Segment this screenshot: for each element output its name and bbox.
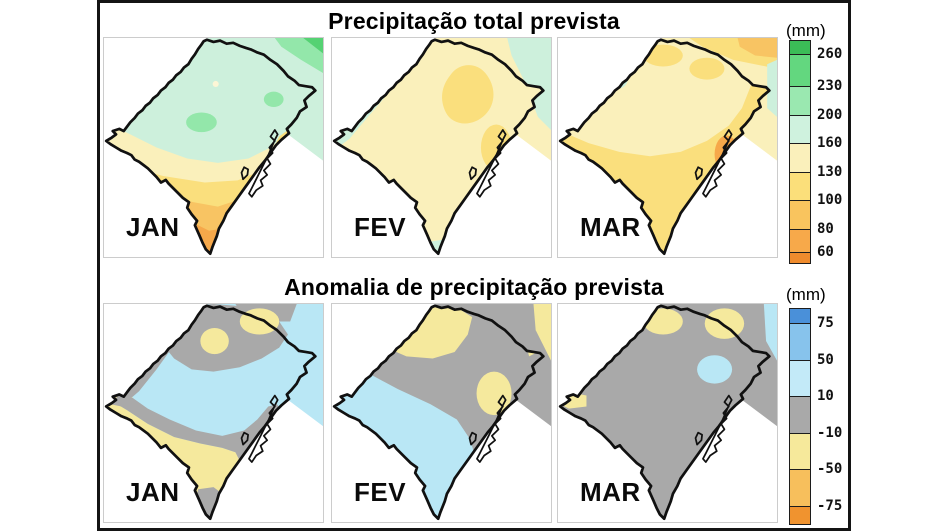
state-outline — [558, 38, 771, 256]
map-fill-region — [212, 80, 219, 88]
colorbar-anomaly: 75 50 10 -10 -50 -75 — [789, 308, 859, 525]
map-fill-region — [117, 397, 282, 466]
lagoa-mirim-outline — [240, 431, 249, 446]
lagoa-mirim-outline — [694, 166, 703, 181]
colorbar-tick-label: 260 — [817, 46, 843, 62]
month-label: FEV — [354, 212, 407, 242]
map-fill-region — [763, 304, 777, 361]
section-title-total: Precipitação total prevista — [328, 8, 620, 34]
colorbar-segment — [790, 200, 810, 229]
map-fill-region — [274, 38, 323, 74]
lagoa-mirim-outline — [240, 166, 249, 181]
lagoa-mirim-outline — [694, 431, 703, 446]
state-outline — [332, 38, 545, 256]
state-outline — [104, 304, 317, 521]
month-label: JAN — [126, 477, 180, 507]
rio-grande-do-sul-map — [104, 38, 323, 256]
map-panel-total-fev: FEV — [331, 37, 552, 258]
colorbar-tick-label: 50 — [817, 352, 834, 368]
map-fill-region — [442, 65, 494, 124]
map-fill-region — [697, 355, 733, 384]
month-label: MAR — [580, 212, 641, 242]
colorbar-segment — [790, 309, 810, 323]
lagoa-mirim-outline — [468, 166, 477, 181]
lagoa-mirim-outline — [468, 431, 477, 446]
colorbar-tick-label: 60 — [817, 244, 834, 260]
colorbar-scale — [789, 40, 811, 264]
colorbar-tick-label: 80 — [817, 221, 834, 237]
colorbar-tick-label: 75 — [817, 315, 834, 331]
map-fill-region — [507, 38, 551, 130]
colorbar-segment — [790, 143, 810, 172]
colorbar-segment — [790, 469, 810, 506]
rio-grande-do-sul-map — [104, 304, 323, 521]
colorbar-scale — [789, 308, 811, 525]
state-outline — [104, 38, 317, 256]
rio-grande-do-sul-map — [558, 38, 777, 256]
colorbar-segment — [790, 172, 810, 200]
map-fill-region — [533, 304, 551, 361]
colorbar-segment — [790, 396, 810, 433]
map-fill-region — [689, 57, 725, 80]
month-label: JAN — [126, 212, 180, 242]
colorbar-total: 260 230 200 160 130 100 80 60 — [789, 40, 859, 264]
colorbar-tick-label: -50 — [817, 461, 843, 477]
map-panel-total-mar: MAR — [557, 37, 778, 258]
colorbar-tick-label: 10 — [817, 388, 834, 404]
map-fill-region — [724, 421, 734, 435]
colorbar-segment — [790, 115, 810, 143]
map-panel-anomaly-fev: FEV — [331, 303, 552, 523]
colorbar-segment — [790, 54, 810, 86]
section-title-anomaly: Anomalia de precipitação prevista — [284, 274, 664, 300]
month-label: MAR — [580, 477, 641, 507]
colorbar-tick-label: -10 — [817, 425, 843, 441]
map-fill-region — [303, 38, 323, 54]
rio-grande-do-sul-map — [558, 304, 777, 521]
colorbar-segment — [790, 360, 810, 396]
colorbar-unit-label: (mm) — [786, 285, 826, 304]
rio-grande-do-sul-map — [332, 304, 551, 521]
colorbar-tick-label: 230 — [817, 78, 843, 94]
colorbar-segment — [790, 41, 810, 54]
colorbar-segment — [790, 86, 810, 115]
map-panel-anomaly-mar: MAR — [557, 303, 778, 523]
figure-frame: Precipitação total prevista JAN FEV MAR … — [97, 0, 851, 531]
colorbar-segment — [790, 252, 810, 263]
colorbar-tick-label: 130 — [817, 164, 843, 180]
colorbar-unit-label: (mm) — [786, 21, 826, 40]
rio-grande-do-sul-map — [332, 38, 551, 256]
colorbar-segment — [790, 229, 810, 252]
map-fill-region — [263, 91, 284, 107]
map-fill-region — [195, 487, 223, 519]
colorbar-tick-label: 200 — [817, 107, 843, 123]
colorbar-tick-label: -75 — [817, 498, 843, 514]
map-panel-total-jan: JAN — [103, 37, 324, 258]
colorbar-segment — [790, 506, 810, 524]
map-fill-region — [186, 112, 217, 133]
colorbar-segment — [790, 433, 810, 469]
map-fill-region — [452, 436, 470, 464]
map-fill-region — [767, 59, 777, 117]
colorbar-tick-label: 160 — [817, 135, 843, 151]
month-label: FEV — [354, 477, 407, 507]
colorbar-segment — [790, 323, 810, 360]
map-panel-anomaly-jan: JAN — [103, 303, 324, 523]
map-fill-region — [480, 124, 512, 171]
state-outline — [558, 304, 771, 521]
map-fill-region — [200, 327, 229, 355]
state-outline — [332, 304, 545, 521]
map-fill-region — [643, 44, 683, 67]
colorbar-tick-label: 100 — [817, 192, 843, 208]
map-fill-region — [737, 38, 777, 58]
